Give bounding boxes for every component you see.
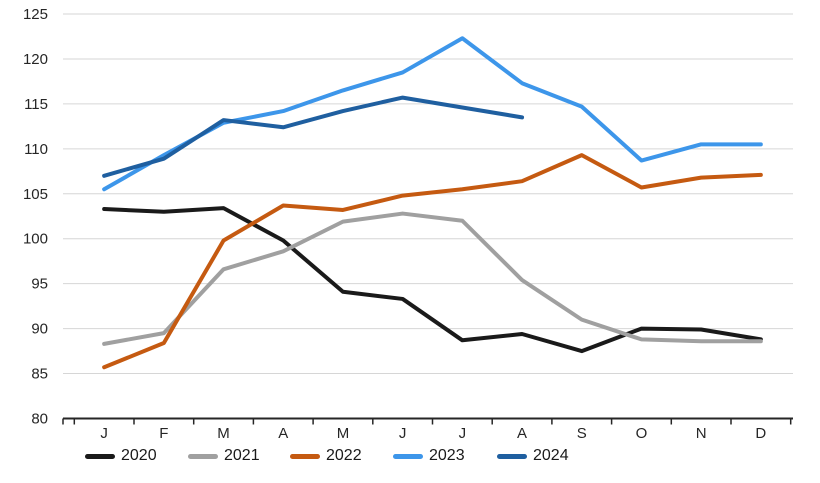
x-tick-label: J	[100, 425, 108, 442]
y-tick-label: 80	[31, 411, 48, 428]
x-tick-label: M	[217, 425, 230, 442]
x-tick-label: A	[278, 425, 288, 442]
x-tick-label: N	[696, 425, 707, 442]
x-tick-label: J	[459, 425, 467, 442]
y-tick-label: 105	[23, 186, 48, 203]
series-line-2024	[102, 95, 525, 178]
x-tick-label: M	[337, 425, 350, 442]
y-tick-label: 120	[23, 51, 48, 68]
x-tick-label: D	[755, 425, 766, 442]
series-line-2022	[102, 153, 763, 370]
x-tick-label: S	[577, 425, 587, 442]
y-tick-label: 110	[24, 141, 48, 158]
x-tick-label: O	[636, 425, 648, 442]
x-tick-label: F	[159, 425, 168, 442]
y-tick-label: 85	[31, 366, 48, 383]
y-tick-label: 115	[24, 96, 48, 113]
x-tick-label: J	[399, 425, 407, 442]
series-line-2020	[102, 206, 763, 354]
y-tick-label: 125	[23, 6, 48, 23]
y-tick-label: 90	[31, 321, 48, 338]
y-tick-label: 95	[31, 276, 48, 293]
series-line-2023	[102, 36, 763, 192]
y-tick-label: 100	[23, 231, 48, 248]
x-tick-label: A	[517, 425, 527, 442]
series-line-2021	[102, 211, 763, 346]
